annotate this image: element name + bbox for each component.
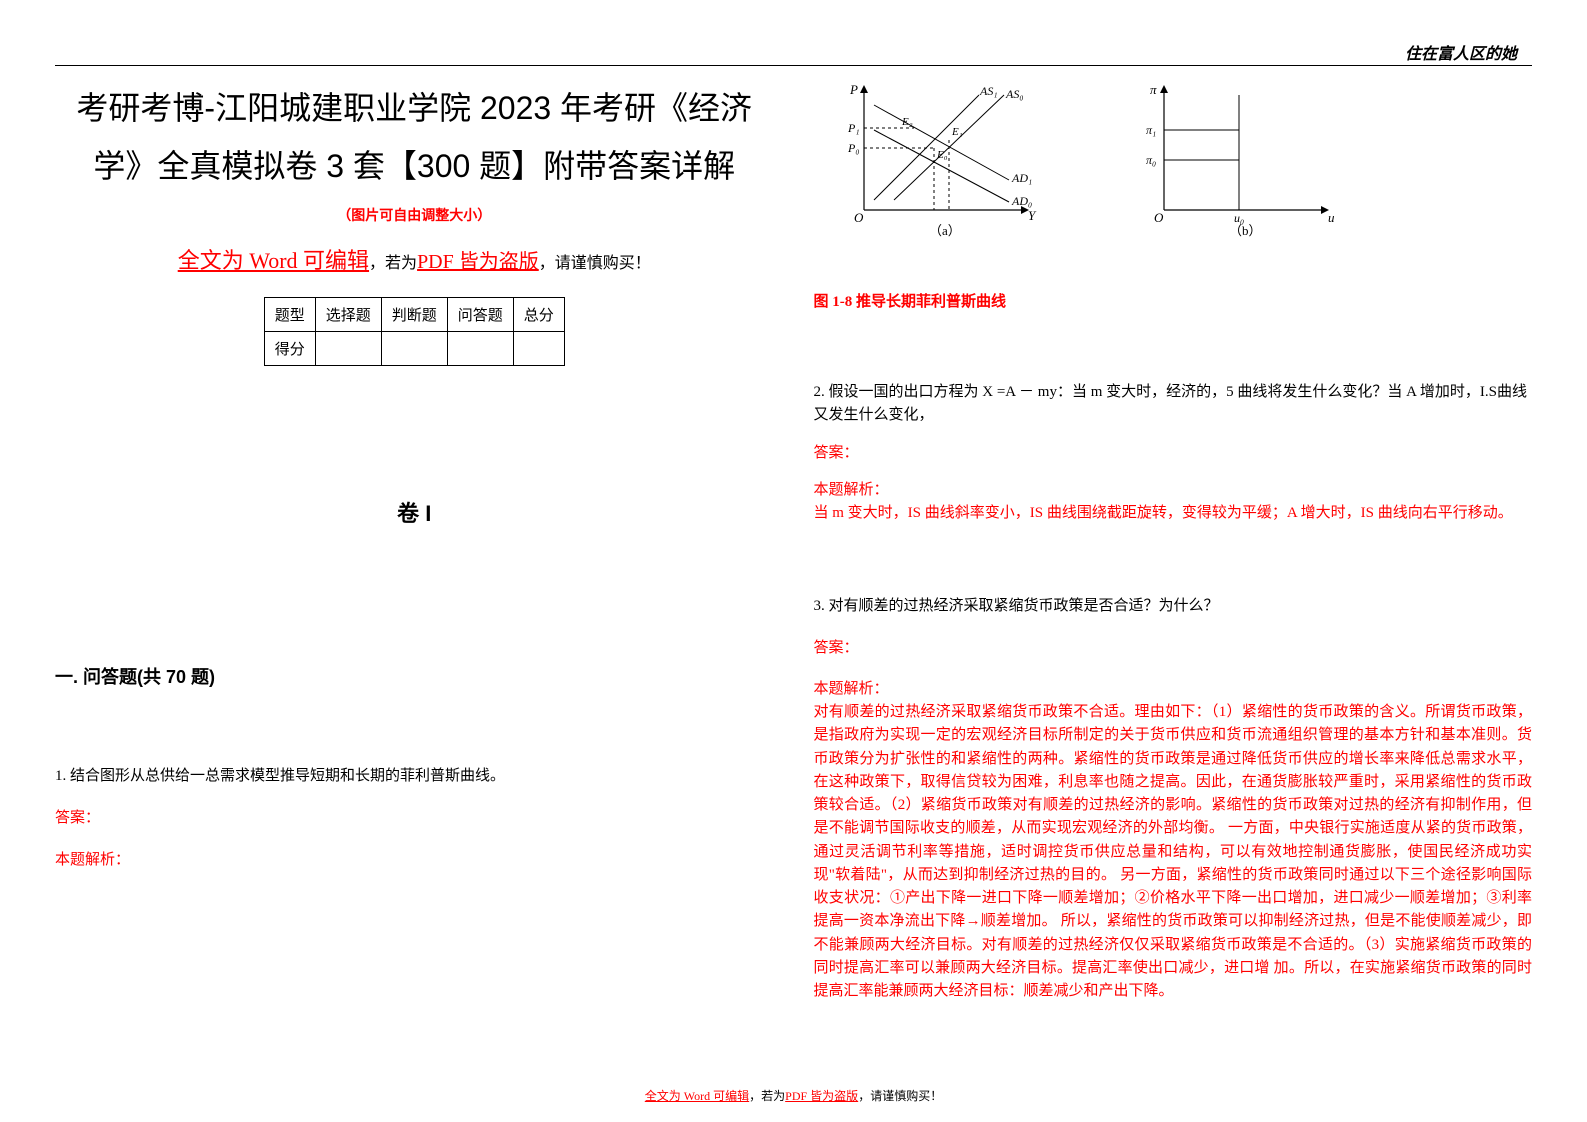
two-column-layout: 考研考博-江阳城建职业学院 2023 年考研《经济学》全真模拟卷 3 套【300…	[55, 80, 1532, 1003]
svg-text:P: P	[849, 82, 858, 97]
q2-parse-label: 本题解析：	[814, 479, 1533, 502]
svg-text:O: O	[854, 210, 864, 225]
diagrams-row: P Y O AS₁ AS₀ AD₁ AD₀ P₁ P₀ E₂ E₁ E₀ （a）	[834, 80, 1533, 245]
svg-text:O: O	[1154, 210, 1164, 225]
q2-text: 2. 假设一国的出口方程为 X =A － my：当 m 变大时，经济的，5 曲线…	[814, 381, 1533, 428]
svg-text:π₁: π₁	[1146, 123, 1156, 137]
warn-suffix: ，请谨慎购买！	[539, 255, 651, 272]
header-divider	[55, 65, 1532, 66]
footer-warning: 全文为 Word 可编辑，若为PDF 皆为盗版，请谨慎购买！	[0, 1087, 1587, 1104]
svg-text:E₁: E₁	[951, 126, 963, 138]
phillips-chart: π u O u₀ π₁ π₀ （b）	[1134, 80, 1344, 240]
svg-text:AD₁: AD₁	[1011, 171, 1032, 185]
svg-text:P₁: P₁	[847, 121, 860, 135]
td-empty	[381, 332, 447, 366]
question-3: 3. 对有顺差的过热经济采取紧缩货币政策是否合适？为什么？ 答案： 本题解析： …	[814, 595, 1533, 1003]
td-empty	[315, 332, 381, 366]
image-resize-note: （图片可自由调整大小）	[55, 205, 774, 225]
q3-answer-label: 答案：	[814, 637, 1533, 660]
section-heading: 一. 问答题(共 70 题)	[55, 663, 774, 689]
right-column: P Y O AS₁ AS₀ AD₁ AD₀ P₁ P₀ E₂ E₁ E₀ （a）	[814, 80, 1533, 1003]
table-row: 题型 选择题 判断题 问答题 总分	[264, 298, 564, 332]
q1-parse-label: 本题解析：	[55, 848, 774, 872]
table-row: 得分	[264, 332, 564, 366]
svg-text:E₂: E₂	[901, 116, 913, 128]
left-column: 考研考博-江阳城建职业学院 2023 年考研《经济学》全真模拟卷 3 套【300…	[55, 80, 774, 1003]
svg-text:E₀: E₀	[936, 149, 948, 161]
q3-parse-label: 本题解析：	[814, 678, 1533, 701]
editable-warning: 全文为 Word 可编辑，若为PDF 皆为盗版，请谨慎购买！	[55, 243, 774, 275]
footer-word: 全文为 Word 可编辑	[645, 1089, 749, 1103]
diagram-a: P Y O AS₁ AS₀ AD₁ AD₀ P₁ P₀ E₂ E₁ E₀ （a）	[834, 80, 1044, 245]
q2-answer-label: 答案：	[814, 442, 1533, 465]
svg-text:P₀: P₀	[847, 141, 860, 155]
svg-text:AS₁: AS₁	[979, 84, 998, 98]
svg-text:（b）: （b）	[1229, 223, 1262, 238]
q1-text: 1. 结合图形从总供给一总需求模型推导短期和长期的菲利普斯曲线。	[55, 764, 774, 788]
q3-text: 3. 对有顺差的过热经济采取紧缩货币政策是否合适？为什么？	[814, 595, 1533, 618]
warn-mid: ，若为	[369, 255, 417, 272]
q1-answer-label: 答案：	[55, 806, 774, 830]
q2-parse-body: 当 m 变大时，IS 曲线斜率变小，IS 曲线围绕截距旋转，变得较为平缓；A 增…	[814, 502, 1533, 525]
td-empty	[513, 332, 564, 366]
question-2: 2. 假设一国的出口方程为 X =A － my：当 m 变大时，经济的，5 曲线…	[814, 381, 1533, 525]
diagram-b: π u O u₀ π₁ π₀ （b）	[1134, 80, 1344, 245]
th-type: 题型	[264, 298, 315, 332]
footer-mid: ，若为	[749, 1089, 785, 1103]
adas-chart: P Y O AS₁ AS₀ AD₁ AD₀ P₁ P₀ E₂ E₁ E₀ （a）	[834, 80, 1044, 240]
footer-pdf: PDF 皆为盗版	[785, 1089, 858, 1103]
svg-text:u: u	[1328, 210, 1335, 225]
svg-text:Y: Y	[1028, 208, 1037, 223]
th-qa: 问答题	[447, 298, 513, 332]
header-watermark: 住在富人区的她	[1405, 40, 1517, 64]
td-score-label: 得分	[264, 332, 315, 366]
paper-label: 卷 I	[55, 496, 774, 528]
svg-text:π: π	[1150, 82, 1157, 97]
td-empty	[447, 332, 513, 366]
footer-suffix: ，请谨慎购买！	[858, 1089, 942, 1103]
score-table: 题型 选择题 判断题 问答题 总分 得分	[264, 297, 565, 366]
pdf-pirate-text: PDF 皆为盗版	[417, 251, 539, 273]
th-total: 总分	[513, 298, 564, 332]
th-choice: 选择题	[315, 298, 381, 332]
svg-text:（a）: （a）	[929, 223, 961, 238]
figure-caption: 图 1-8 推导长期菲利普斯曲线	[814, 290, 1533, 311]
svg-text:π₀: π₀	[1146, 153, 1156, 167]
q3-parse-body: 对有顺差的过热经济采取紧缩货币政策不合适。理由如下：（1）紧缩性的货币政策的含义…	[814, 701, 1533, 1003]
svg-text:AS₀: AS₀	[1005, 87, 1024, 101]
document-title: 考研考博-江阳城建职业学院 2023 年考研《经济学》全真模拟卷 3 套【300…	[55, 80, 774, 195]
word-editable-text: 全文为 Word 可编辑	[178, 248, 369, 273]
th-judge: 判断题	[381, 298, 447, 332]
question-1: 1. 结合图形从总供给一总需求模型推导短期和长期的菲利普斯曲线。 答案： 本题解…	[55, 764, 774, 872]
svg-text:AD₀: AD₀	[1011, 194, 1032, 208]
